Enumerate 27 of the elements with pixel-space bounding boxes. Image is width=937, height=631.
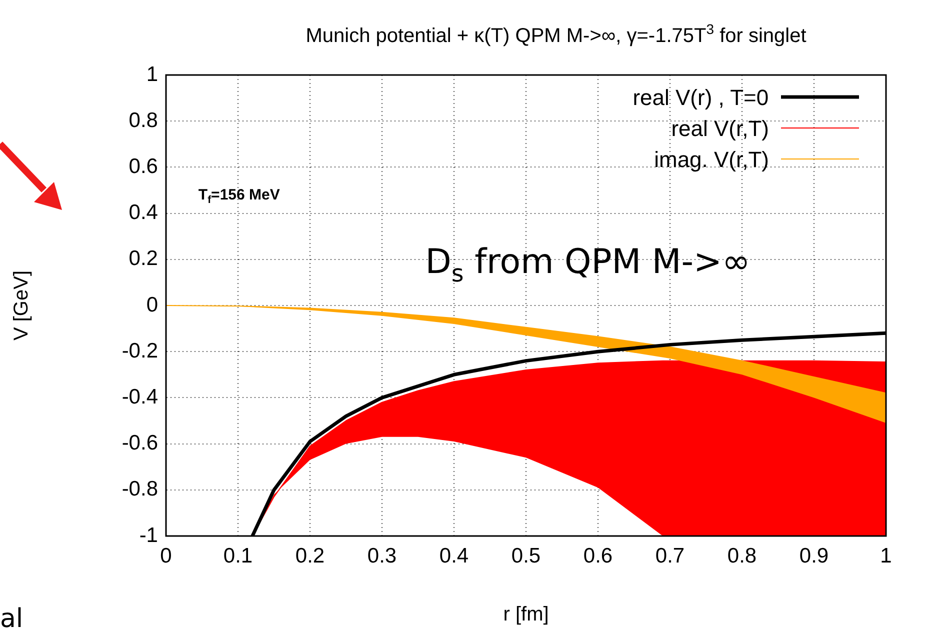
y-tick-label: 0.4 (128, 201, 158, 224)
y-tick-label: -0.8 (122, 478, 158, 501)
x-tick-label: 0.9 (799, 544, 829, 568)
y-tick-label: 0.2 (128, 247, 158, 270)
x-tick-label: 1 (880, 544, 892, 568)
x-tick-label: 0.8 (727, 544, 757, 568)
x-axis-title: r [fm] (503, 604, 549, 626)
x-tick-label: 0.2 (295, 544, 325, 568)
y-axis-title: V [GeV] (10, 270, 33, 341)
y-tick-label: 0.6 (128, 154, 158, 178)
y-tick-label: 0 (146, 293, 158, 316)
text: al (0, 604, 24, 631)
x-tick-label: 0.6 (583, 544, 613, 568)
y-tick-label: -1 (139, 524, 158, 547)
y-tick-label: -0.4 (122, 385, 158, 408)
x-tick-label: 0.1 (223, 544, 253, 568)
legend-label: real V(r,T) (671, 116, 770, 141)
y-tick-label: -0.6 (122, 432, 158, 455)
y-tick-label: -0.2 (122, 339, 158, 362)
x-tick-label: 0.3 (367, 544, 397, 568)
y-tick-label: 1 (146, 62, 158, 86)
y-tick-label: 0.8 (128, 108, 158, 132)
legend-label: imag. V(r,T) (654, 147, 770, 172)
x-tick-label: 0.5 (511, 544, 541, 568)
x-tick-label: 0.7 (655, 544, 685, 568)
legend-label: real V(r) , T=0 (632, 85, 769, 110)
x-tick-label: 0.4 (439, 544, 469, 568)
